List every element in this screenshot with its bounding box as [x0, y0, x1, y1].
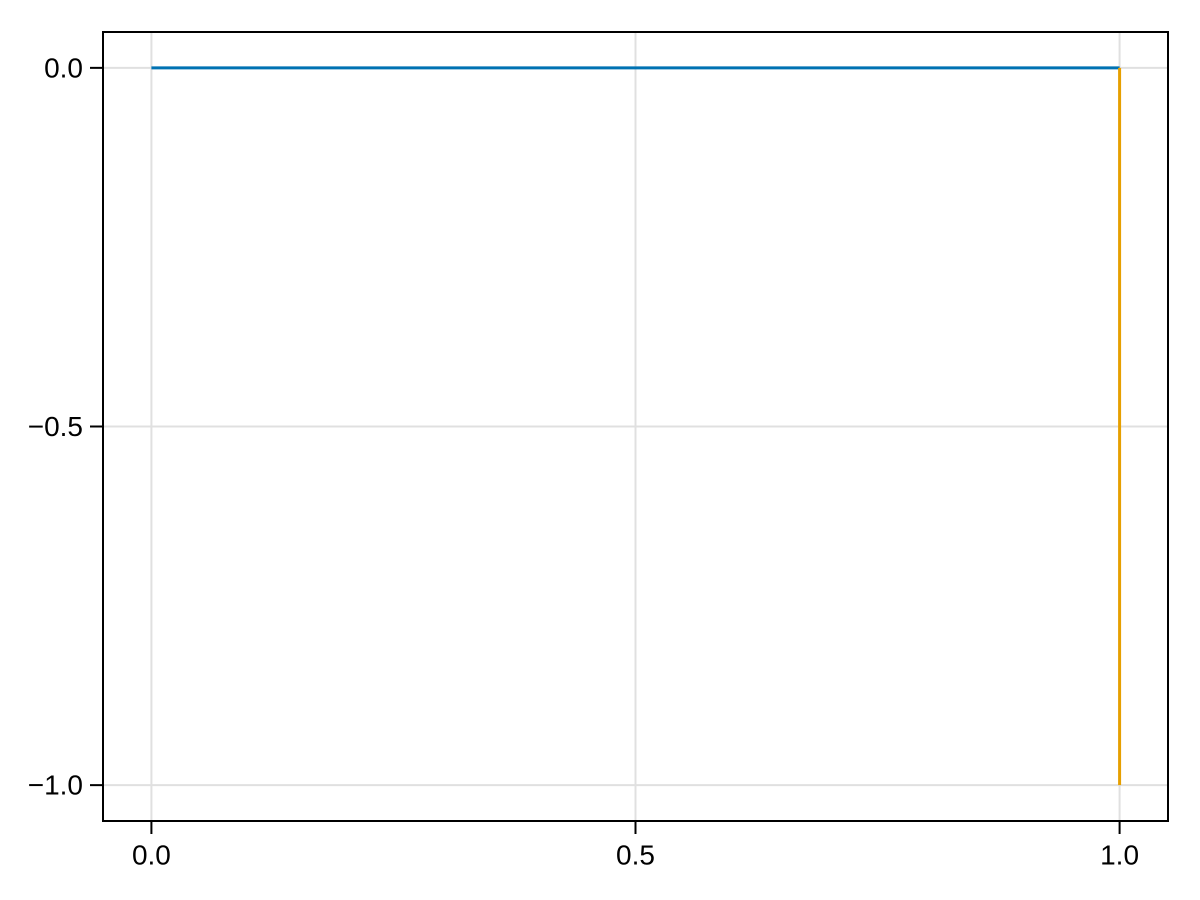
x-tick-label: 1.0: [1100, 840, 1139, 871]
tick-label-layer: 0.0 0.5 1.0 0.0 −0.5 −1.0: [28, 52, 1139, 870]
y-tick-label: −1.0: [28, 770, 83, 801]
y-tick-label: −0.5: [28, 411, 83, 442]
x-tick-label: 0.0: [132, 840, 171, 871]
tick-layer: [90, 66, 1121, 834]
x-tick-label: 0.5: [616, 840, 655, 871]
series-layer: [151, 66, 1122, 786]
grid-layer: [103, 32, 1168, 821]
y-tick-label: 0.0: [44, 52, 83, 83]
